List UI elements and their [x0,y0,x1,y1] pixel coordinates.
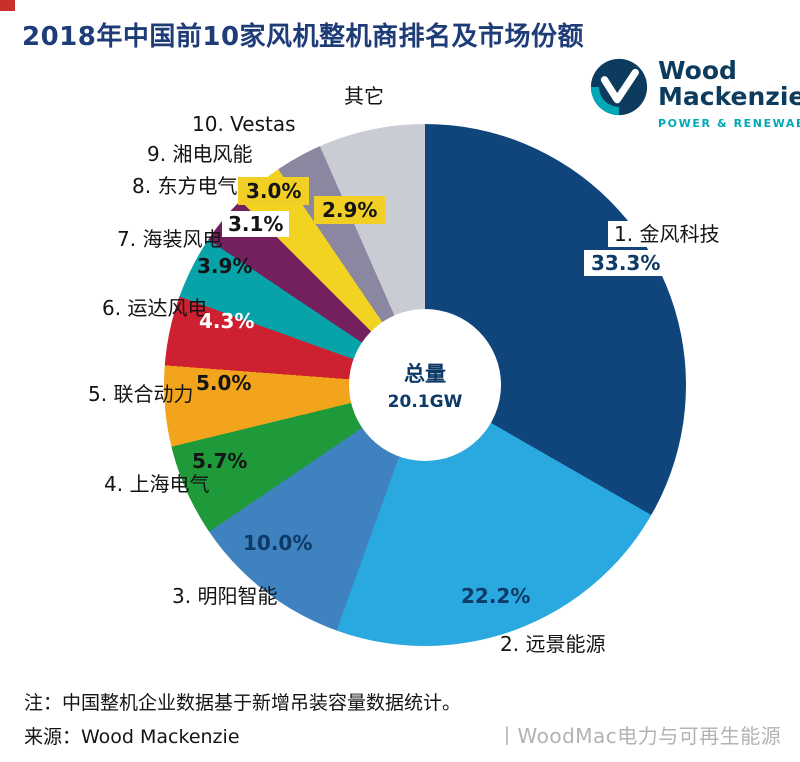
logo-tagline: POWER & RENEWABLES [658,117,800,130]
logo-word-wood: Wood [658,56,737,85]
slice-pct-xemc: 3.0% [238,177,310,205]
logo-word-mackenzie: Mackenzie [658,82,800,111]
source-line: 来源：Wood Mackenzie [24,726,240,748]
woodmac-logo-icon [590,58,648,116]
slice-name-united-power: 5. 联合动力 [88,382,194,406]
slice-name-vestas: 10. Vestas [192,112,296,136]
slice-pct-shanghai-electric: 5.7% [192,449,248,473]
slice-name-windey: 6. 运达风电 [102,296,208,320]
slice-pct-mingyang: 10.0% [243,531,313,555]
slice-pct-dongfang: 3.1% [222,211,290,237]
slice-pct-csic: 3.9% [197,254,253,278]
donut-center: 总量 20.1GW [349,309,501,461]
page-title: 2018年中国前10家风机整机商排名及市场份额 [22,22,585,52]
center-value: 20.1GW [387,392,463,412]
slice-name-others: 其它 [344,84,384,108]
slice-name-csic: 7. 海装风电 [117,227,223,251]
slice-name-shanghai-electric: 4. 上海电气 [104,472,210,496]
slice-name-envision: 2. 远景能源 [500,632,606,656]
corner-red-mark [0,0,15,11]
woodmac-logo: Wood Mackenzie POWER & RENEWABLES [590,58,800,130]
slice-name-mingyang: 3. 明阳智能 [172,584,278,608]
slice-pct-envision: 22.2% [461,584,531,608]
woodmac-logo-text: Wood Mackenzie POWER & RENEWABLES [658,56,800,131]
center-label: 总量 [404,362,446,386]
watermark-label: 丨WoodMac电力与可再生能源 [497,724,782,748]
slice-name-goldwind: 1. 金风科技 [608,221,726,247]
footnote: 注：中国整机企业数据基于新增吊装容量数据统计。 [24,692,462,714]
slice-name-xemc: 9. 湘电风能 [147,142,253,166]
slice-pct-vestas: 2.9% [314,196,386,224]
slice-name-dongfang: 8. 东方电气 [132,174,238,198]
slice-pct-united-power: 5.0% [196,371,252,395]
slice-pct-windey: 4.3% [199,309,255,333]
slice-pct-goldwind: 33.3% [584,250,668,276]
